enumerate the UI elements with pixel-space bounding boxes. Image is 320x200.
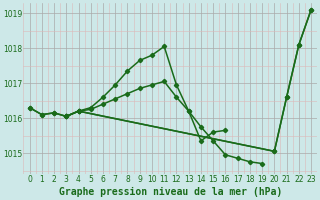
X-axis label: Graphe pression niveau de la mer (hPa): Graphe pression niveau de la mer (hPa) [59,187,282,197]
